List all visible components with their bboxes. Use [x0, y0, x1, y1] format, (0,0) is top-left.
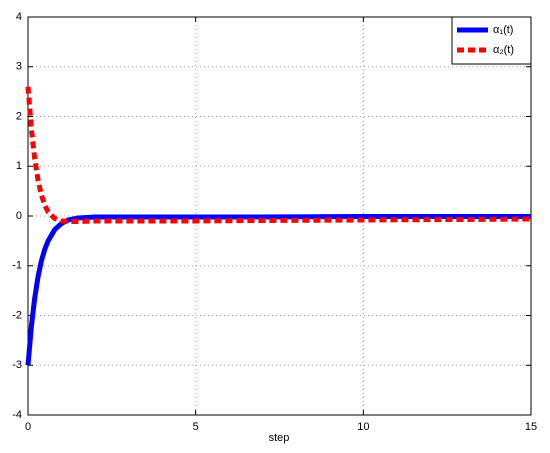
x-tick-label: 10 — [357, 421, 369, 433]
y-tick-label: -4 — [12, 409, 22, 421]
y-tick-label: -2 — [12, 309, 22, 321]
x-axis-label: step — [269, 432, 290, 444]
y-tick-label: -1 — [12, 260, 22, 272]
legend-label: α₁(t) — [493, 24, 513, 36]
x-tick-label: 15 — [525, 421, 537, 433]
y-tick-label: 3 — [16, 61, 22, 73]
legend-label: α₂(t) — [493, 44, 514, 56]
y-tick-label: 2 — [16, 110, 22, 122]
series-line — [25, 86, 532, 224]
legend-box — [451, 16, 532, 65]
y-tick-label: -3 — [12, 359, 22, 371]
y-tick-label: 0 — [16, 210, 22, 222]
y-tick-label: 4 — [16, 11, 22, 23]
x-tick-label: 5 — [193, 421, 199, 433]
x-tick-label: 0 — [25, 421, 31, 433]
y-tick-label: 1 — [16, 160, 22, 172]
